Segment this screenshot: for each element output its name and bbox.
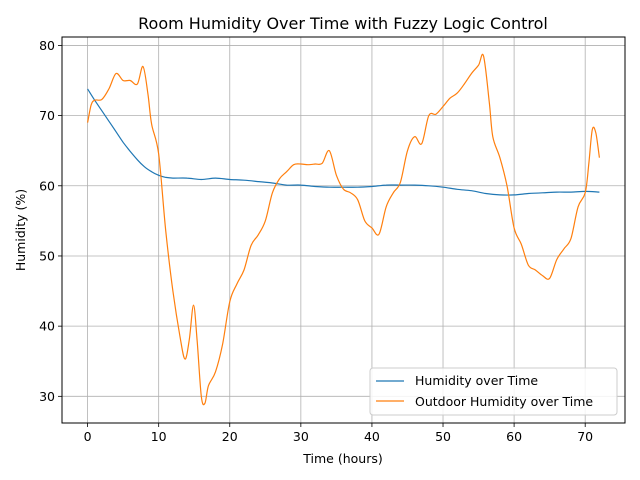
series-line-0 xyxy=(87,88,600,196)
x-axis-label: Time (hours) xyxy=(302,451,382,466)
y-tick-label: 40 xyxy=(39,319,55,334)
x-tick-label: 70 xyxy=(577,429,593,444)
chart-title: Room Humidity Over Time with Fuzzy Logic… xyxy=(138,14,548,33)
series-line-1 xyxy=(87,53,600,406)
legend-label-outdoor-humidity: Outdoor Humidity over Time xyxy=(415,394,593,409)
x-tick-label: 30 xyxy=(293,429,309,444)
x-tick-label: 60 xyxy=(506,429,522,444)
x-tick-label: 10 xyxy=(151,429,167,444)
y-tick-label: 50 xyxy=(39,248,55,263)
x-tick-label: 20 xyxy=(222,429,238,444)
legend-label-humidity: Humidity over Time xyxy=(415,373,538,388)
x-tick-label: 50 xyxy=(435,429,451,444)
legend: Humidity over Time Outdoor Humidity over… xyxy=(369,367,618,416)
plot-frame xyxy=(61,36,626,424)
y-tick-label: 80 xyxy=(39,38,55,53)
y-axis-label: Humidity (%) xyxy=(13,189,28,271)
x-tick-label: 40 xyxy=(364,429,380,444)
y-tick-label: 70 xyxy=(39,108,55,123)
grid xyxy=(62,37,625,423)
x-tick-label: 0 xyxy=(84,429,92,444)
y-tick-label: 30 xyxy=(39,389,55,404)
legend-box xyxy=(369,367,618,416)
y-tick-label: 60 xyxy=(39,178,55,193)
plot-series xyxy=(87,53,600,406)
axis-ticks: 0 10 20 30 40 50 60 70 30 40 50 60 70 80 xyxy=(39,38,593,444)
